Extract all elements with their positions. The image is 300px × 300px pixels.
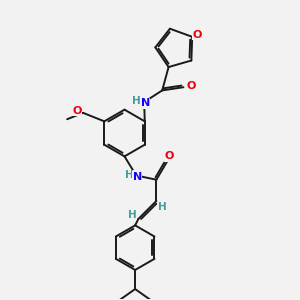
Text: O: O	[72, 106, 81, 116]
Text: H: H	[125, 170, 134, 181]
Text: O: O	[193, 30, 202, 40]
Text: O: O	[164, 152, 174, 161]
Text: N: N	[141, 98, 150, 108]
Text: O: O	[186, 81, 196, 91]
Text: H: H	[132, 96, 141, 106]
Text: N: N	[133, 172, 142, 182]
Text: H: H	[128, 210, 136, 220]
Text: H: H	[158, 202, 167, 212]
